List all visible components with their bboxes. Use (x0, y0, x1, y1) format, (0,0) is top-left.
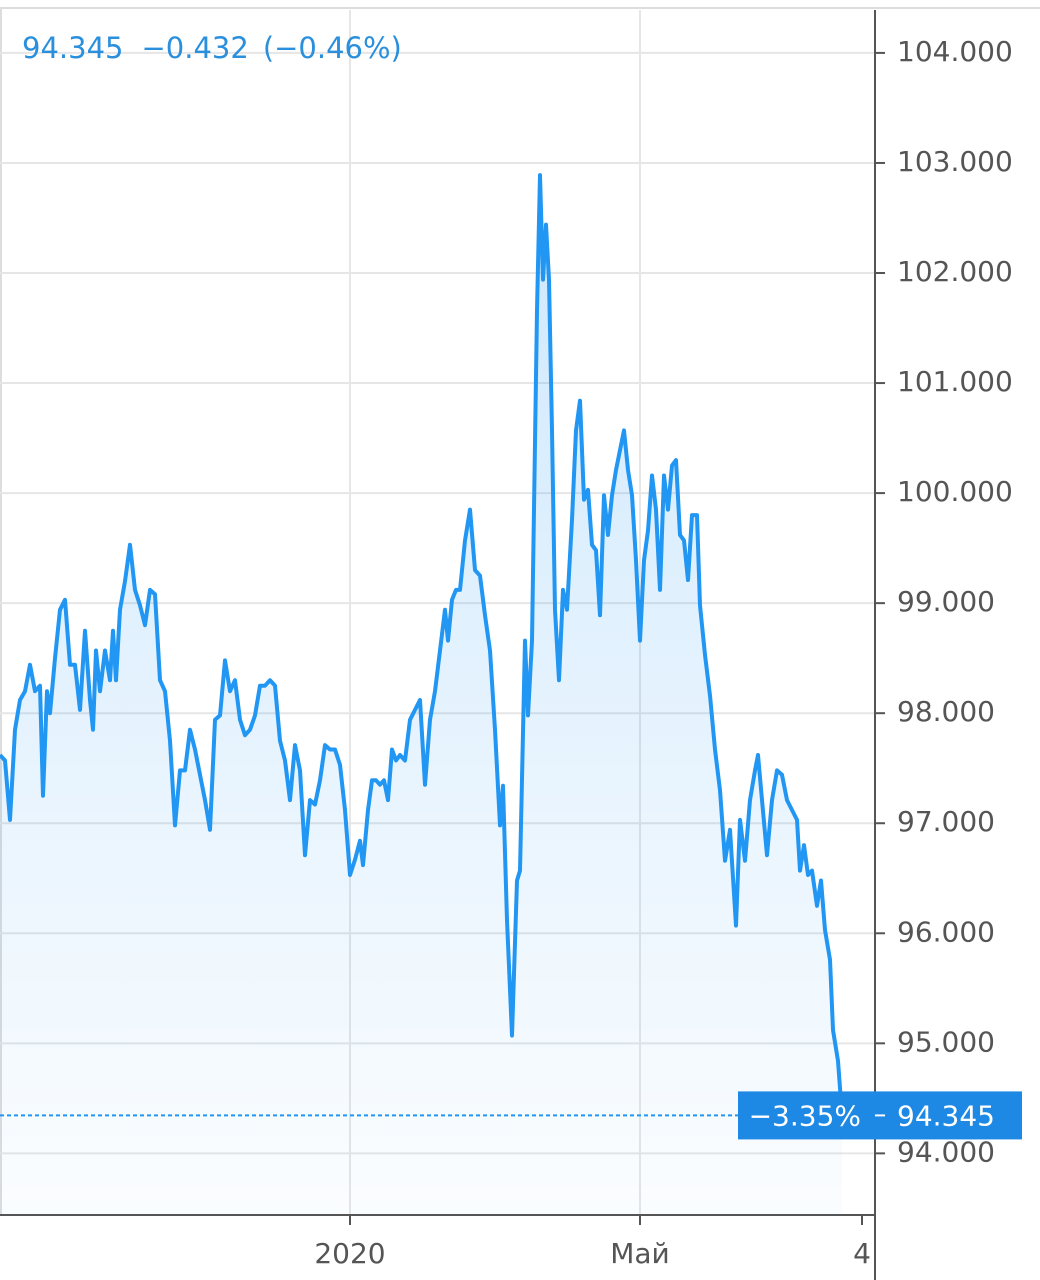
price-tag-change: −3.35% (749, 1099, 861, 1132)
x-tick-label: Май (610, 1237, 670, 1270)
header: 94.345 −0.432 (−0.46%) (22, 31, 402, 65)
y-tick-label: 103.000 (897, 145, 1013, 178)
line (0, 173, 844, 1116)
x-tick-label: 4 (853, 1237, 871, 1270)
area (0, 175, 842, 1216)
price: 94.345 (22, 31, 123, 65)
x-tick-label: 2020 (314, 1237, 385, 1270)
y-tick-label: 102.000 (897, 255, 1013, 288)
change-pct: (−0.46%) (263, 31, 402, 65)
y-tick-label: 96.000 (897, 915, 995, 948)
y-tick-label: 104.000 (897, 35, 1013, 68)
y-tick-label: 100.000 (897, 475, 1013, 508)
y-tick-label: 101.000 (897, 365, 1013, 398)
change: −0.432 (141, 31, 248, 65)
y-tick-label: 94.000 (897, 1135, 995, 1168)
y-tick-label: 95.000 (897, 1025, 995, 1058)
price-tag-value: 94.345 (897, 1099, 995, 1132)
y-tick-label: 97.000 (897, 805, 995, 838)
y-tick-label: 98.000 (897, 695, 995, 728)
plot: 94.000 95.000 96.000 97.000 98.000 99.000 100.… (0, 10, 1022, 1280)
y-tick-label: 99.000 (897, 585, 995, 618)
